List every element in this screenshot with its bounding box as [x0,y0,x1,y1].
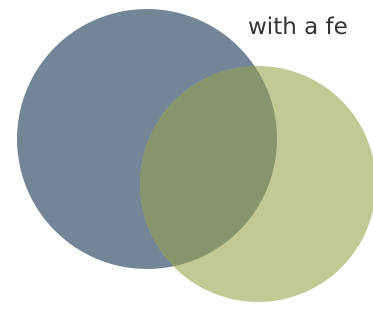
overlap-region [140,66,277,269]
caption-text: with a fe [248,14,348,40]
